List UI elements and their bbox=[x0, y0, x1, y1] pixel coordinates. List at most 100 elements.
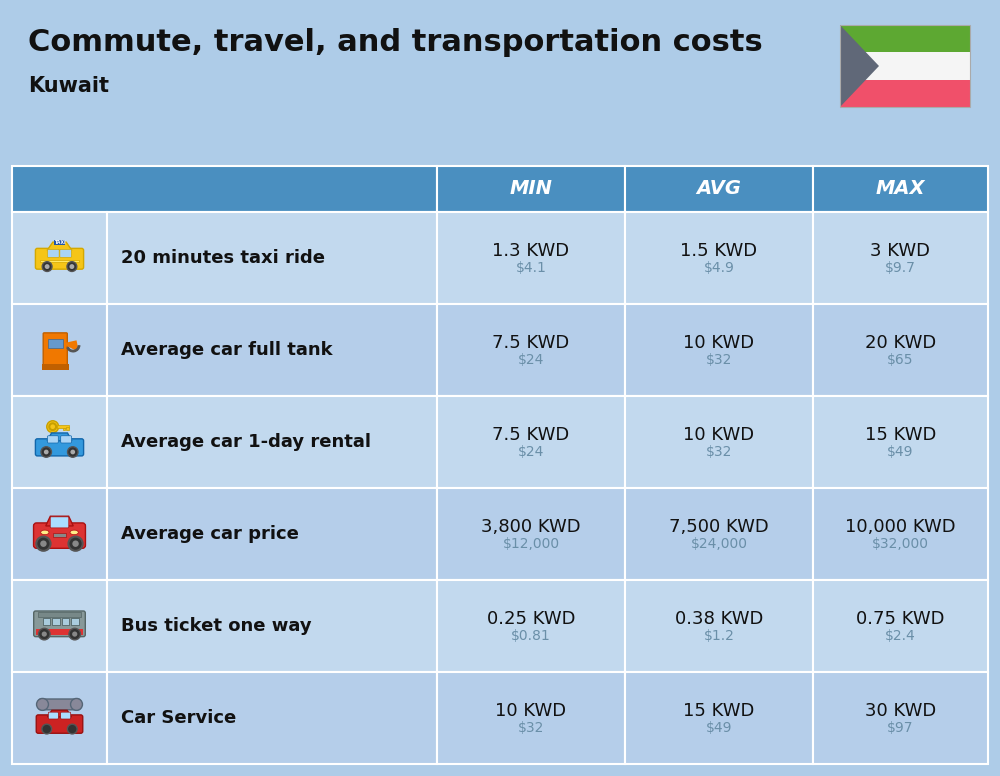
Circle shape bbox=[47, 421, 59, 433]
Circle shape bbox=[40, 540, 47, 547]
Text: TAXI: TAXI bbox=[54, 240, 65, 244]
Bar bbox=[12, 212, 107, 304]
FancyBboxPatch shape bbox=[47, 249, 59, 258]
Polygon shape bbox=[47, 433, 72, 441]
FancyBboxPatch shape bbox=[47, 436, 58, 443]
Bar bbox=[437, 212, 625, 304]
Circle shape bbox=[72, 540, 79, 547]
Bar bbox=[625, 396, 813, 488]
Circle shape bbox=[68, 447, 78, 457]
Bar bbox=[107, 396, 437, 488]
Polygon shape bbox=[47, 242, 72, 251]
Circle shape bbox=[38, 629, 50, 640]
Text: Average car price: Average car price bbox=[121, 525, 299, 543]
Bar bbox=[625, 304, 813, 396]
Bar bbox=[437, 166, 625, 212]
Bar bbox=[38, 611, 81, 618]
Bar bbox=[42, 365, 69, 369]
Bar bbox=[813, 672, 988, 764]
Circle shape bbox=[45, 264, 50, 269]
Bar bbox=[12, 580, 107, 672]
Bar bbox=[52, 618, 60, 625]
Text: $49: $49 bbox=[706, 721, 732, 735]
Text: $97: $97 bbox=[887, 721, 914, 735]
Bar bbox=[625, 488, 813, 580]
Text: AVG: AVG bbox=[697, 179, 741, 199]
Bar bbox=[625, 580, 813, 672]
Text: $0.81: $0.81 bbox=[511, 629, 551, 643]
Text: $2.4: $2.4 bbox=[885, 629, 916, 643]
Text: 0.25 KWD: 0.25 KWD bbox=[487, 610, 575, 628]
Bar bbox=[66, 427, 69, 430]
Bar bbox=[71, 618, 79, 625]
Text: $49: $49 bbox=[887, 445, 914, 459]
Circle shape bbox=[42, 632, 47, 636]
Text: $24: $24 bbox=[518, 445, 544, 459]
Circle shape bbox=[67, 724, 77, 734]
Bar bbox=[12, 304, 107, 396]
Circle shape bbox=[69, 629, 81, 640]
Polygon shape bbox=[46, 516, 73, 526]
Text: 1.3 KWD: 1.3 KWD bbox=[492, 242, 570, 260]
Ellipse shape bbox=[70, 530, 78, 535]
Text: Average car 1-day rental: Average car 1-day rental bbox=[121, 433, 371, 451]
Bar bbox=[36, 629, 83, 635]
Bar bbox=[813, 212, 988, 304]
Bar bbox=[437, 672, 625, 764]
Text: 7.5 KWD: 7.5 KWD bbox=[492, 334, 570, 352]
Bar bbox=[813, 304, 988, 396]
Text: 10 KWD: 10 KWD bbox=[495, 702, 567, 720]
Polygon shape bbox=[840, 25, 879, 107]
Bar bbox=[40, 259, 79, 262]
Bar bbox=[107, 304, 437, 396]
Bar bbox=[840, 25, 970, 107]
Text: $9.7: $9.7 bbox=[885, 261, 916, 275]
FancyBboxPatch shape bbox=[43, 333, 67, 367]
FancyBboxPatch shape bbox=[50, 517, 69, 528]
Bar bbox=[107, 580, 437, 672]
Bar bbox=[107, 212, 437, 304]
Circle shape bbox=[41, 447, 51, 457]
Circle shape bbox=[68, 536, 83, 551]
Bar bbox=[813, 396, 988, 488]
FancyBboxPatch shape bbox=[60, 249, 72, 258]
Text: $32: $32 bbox=[706, 353, 732, 367]
Text: $4.9: $4.9 bbox=[704, 261, 734, 275]
Text: 3,800 KWD: 3,800 KWD bbox=[481, 518, 581, 536]
FancyBboxPatch shape bbox=[35, 438, 84, 456]
Bar bbox=[437, 396, 625, 488]
Text: 10 KWD: 10 KWD bbox=[683, 426, 755, 444]
FancyBboxPatch shape bbox=[48, 712, 58, 719]
Bar bbox=[48, 338, 63, 348]
Text: 15 KWD: 15 KWD bbox=[865, 426, 936, 444]
Circle shape bbox=[42, 724, 52, 734]
Bar bbox=[625, 166, 813, 212]
Bar bbox=[813, 488, 988, 580]
Circle shape bbox=[67, 262, 77, 272]
FancyBboxPatch shape bbox=[39, 699, 80, 710]
Bar bbox=[107, 488, 437, 580]
Text: $12,000: $12,000 bbox=[502, 537, 560, 551]
Text: $32,000: $32,000 bbox=[872, 537, 929, 551]
Bar bbox=[12, 672, 107, 764]
Bar bbox=[12, 166, 437, 212]
Text: 0.75 KWD: 0.75 KWD bbox=[856, 610, 945, 628]
Text: Bus ticket one way: Bus ticket one way bbox=[121, 617, 312, 635]
Text: 3 KWD: 3 KWD bbox=[870, 242, 930, 260]
Text: 7.5 KWD: 7.5 KWD bbox=[492, 426, 570, 444]
Circle shape bbox=[71, 698, 82, 710]
FancyBboxPatch shape bbox=[34, 523, 85, 549]
Bar bbox=[840, 52, 970, 80]
FancyBboxPatch shape bbox=[61, 436, 72, 443]
FancyBboxPatch shape bbox=[34, 611, 85, 636]
Text: 10,000 KWD: 10,000 KWD bbox=[845, 518, 956, 536]
Circle shape bbox=[69, 264, 74, 269]
Bar bbox=[107, 672, 437, 764]
Ellipse shape bbox=[41, 530, 49, 535]
Bar bbox=[54, 240, 65, 244]
Text: $1.2: $1.2 bbox=[704, 629, 734, 643]
Text: Car Service: Car Service bbox=[121, 709, 236, 727]
Circle shape bbox=[70, 449, 75, 455]
Text: Average car full tank: Average car full tank bbox=[121, 341, 333, 359]
Circle shape bbox=[37, 698, 48, 710]
